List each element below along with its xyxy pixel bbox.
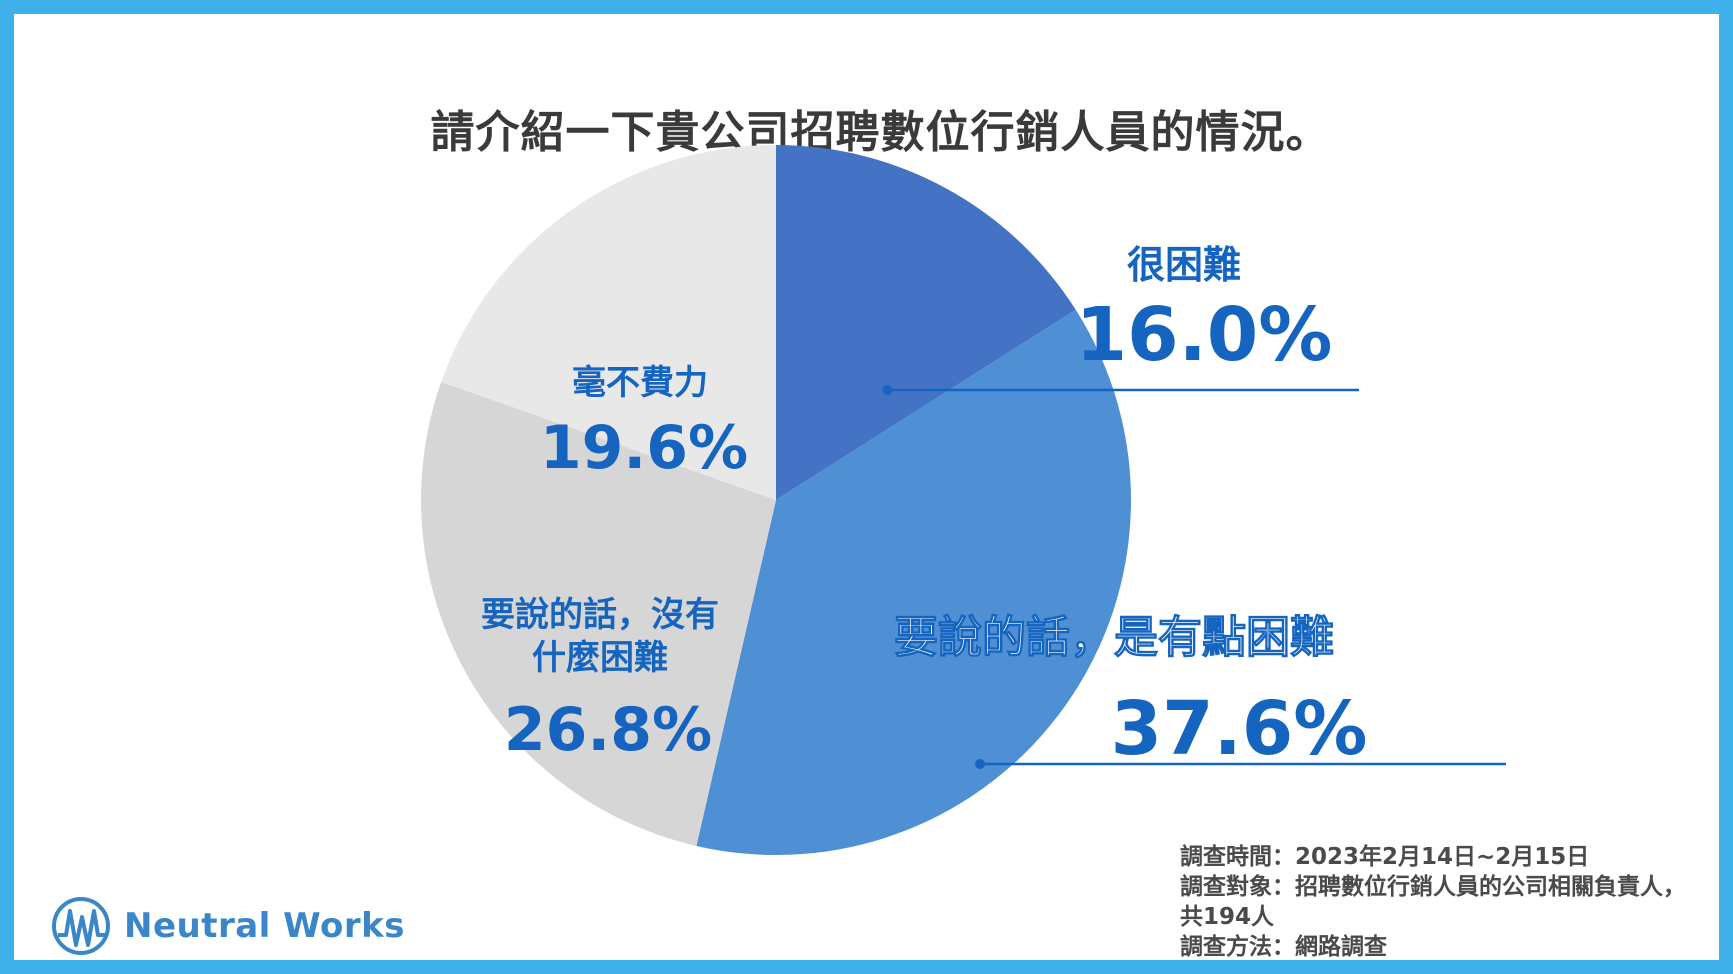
slice-label-1: 要說的話，是有點困難 (894, 612, 1334, 663)
company-logo: Neutral Works (50, 894, 405, 958)
slice-label-3: 毫不費力 (572, 363, 708, 403)
slice-label-2-line-0: 要說的話，沒有 (481, 595, 719, 635)
neutral-works-logo-icon (52, 897, 110, 955)
slice-value-0: 16.0% (1076, 292, 1333, 378)
slice-value-3: 19.6% (540, 413, 748, 483)
leader-dot-1 (975, 759, 986, 769)
logo-text: Neutral Works (124, 906, 405, 946)
survey-time: 調查時間：2023年2月14日~2月15日 (1180, 844, 1590, 870)
slice-value-1: 37.6% (1111, 686, 1368, 772)
pie-slice-3 (441, 144, 776, 500)
survey-method: 調查方法：網路調查 (1180, 934, 1387, 960)
survey-notes: 調查時間：2023年2月14日~2月15日 調查對象：招聘數位行銷人員的公司相關… (1180, 842, 1700, 962)
survey-target: 調查對象：招聘數位行銷人員的公司相關負責人，共194人 (1180, 874, 1686, 930)
slice-label-2-line-1: 什麼困難 (532, 638, 668, 678)
leader-dot-0 (882, 385, 893, 395)
pie-slice-1 (696, 309, 1131, 855)
pie-slice-2 (421, 381, 776, 846)
slice-value-2: 26.8% (504, 695, 712, 765)
pie-slices (421, 144, 1131, 855)
leader-lines (882, 385, 1506, 769)
pie-slice-0 (776, 145, 1076, 500)
slice-label-0: 很困難 (1127, 243, 1241, 287)
chart-title: 請介紹一下貴公司招聘數位行銷人員的情況。 (430, 107, 1331, 158)
